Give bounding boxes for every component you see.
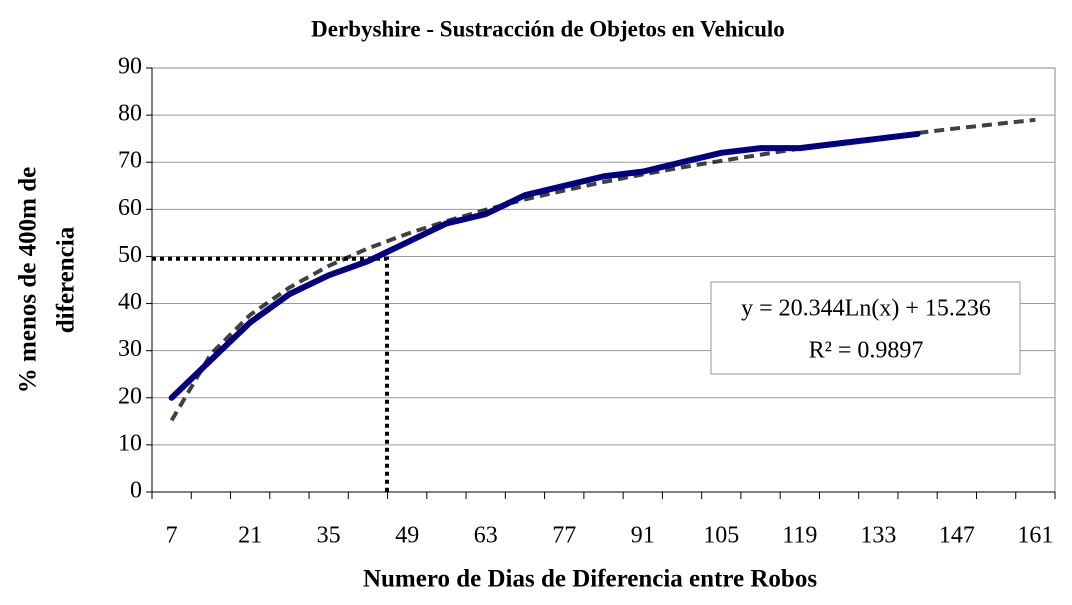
y-axis-title: % menos de 400m de [15,167,42,393]
x-tick-label: 7 [166,523,178,549]
x-tick-label: 77 [552,523,576,549]
y-tick-label: 30 [118,336,142,362]
x-tick-label: 105 [703,523,739,549]
y-tick-label: 70 [118,148,142,174]
x-tick-label: 133 [860,523,896,549]
y-tick-label: 80 [118,101,142,127]
x-tick-label: 119 [782,523,817,549]
y-tick-label: 20 [118,383,142,409]
y-tick-label: 0 [130,478,142,504]
x-axis-title: Numero de Dias de Diferencia entre Robos [363,566,817,593]
y-tick-label: 60 [118,195,142,221]
reference-line [152,256,390,492]
series-line [168,130,921,401]
x-tick-label: 147 [939,523,975,549]
y-axis-title: diferencia [53,226,80,333]
x-tick-label: 35 [317,523,341,549]
annotation: R² = 0.9897 [809,338,924,364]
x-tick-label: 21 [238,523,262,549]
annotation: y = 20.344Ln(x) + 15.236 [741,296,991,322]
y-tick-label: 90 [118,54,142,80]
x-tick-label: 63 [474,523,498,549]
x-tick-label: 161 [1017,523,1053,549]
annotation-box [710,281,1021,375]
x-tick-label: 49 [395,523,419,549]
chart-title: Derbyshire - Sustracción de Objetos en V… [311,16,785,41]
y-tick-label: 10 [118,430,142,456]
x-tick-label: 91 [631,523,655,549]
y-tick-label: 40 [118,289,142,315]
y-tick-label: 50 [118,242,142,268]
